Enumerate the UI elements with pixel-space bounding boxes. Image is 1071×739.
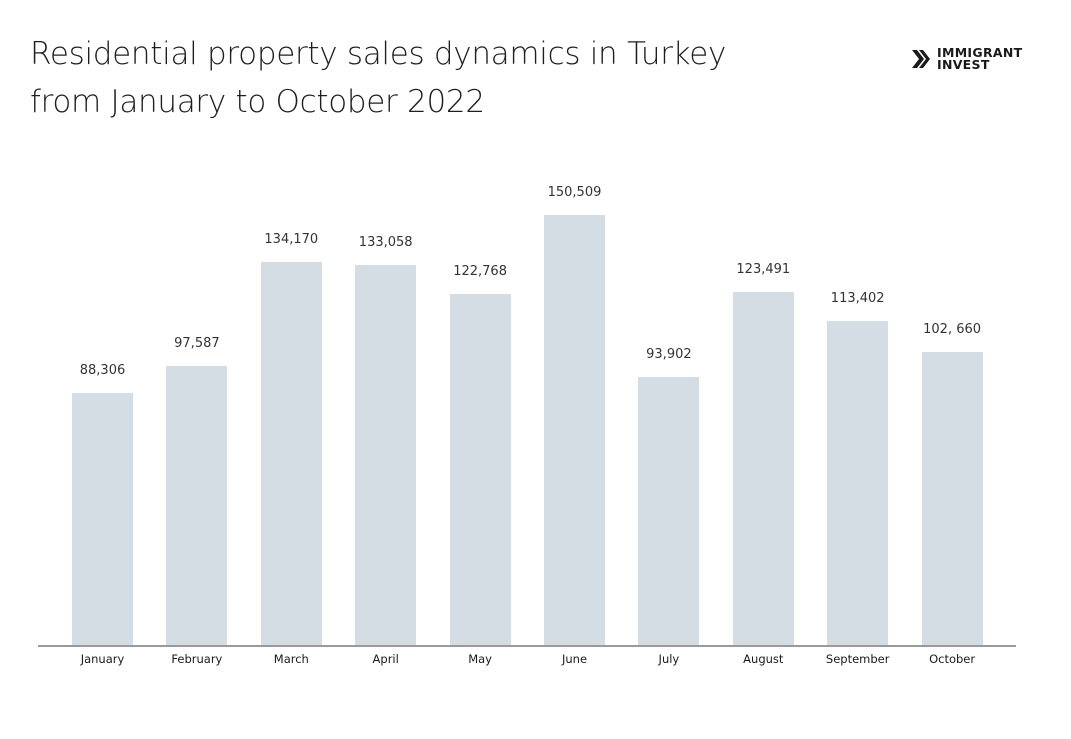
value-label: 122,768 (453, 264, 507, 280)
value-label: 97,587 (174, 336, 220, 352)
bar-january (72, 392, 133, 645)
chart-title: Residential property sales dynamics in T… (30, 30, 726, 126)
value-label: 93,902 (646, 346, 692, 362)
value-label: 150,509 (547, 185, 602, 200)
brand-name-line-2: INVEST (937, 57, 990, 72)
bar-june (544, 215, 605, 645)
bar-july (638, 376, 700, 645)
x-tick-label: August (743, 652, 784, 666)
value-label: 133,058 (358, 234, 413, 250)
x-tick-label: October (929, 652, 976, 666)
x-tick-label: July (658, 652, 680, 666)
bar-april (355, 264, 417, 645)
bar-october (921, 351, 983, 645)
x-tick-label: March (273, 652, 309, 666)
x-axis-line (38, 645, 1016, 647)
value-label: 102, 660 (923, 321, 982, 337)
value-label: 113,402 (830, 291, 885, 306)
value-label: 134,170 (264, 231, 319, 247)
x-tick-label: May (468, 652, 492, 666)
x-tick-label: June (561, 652, 588, 666)
value-label: 123,491 (736, 262, 791, 278)
value-label: 88,306 (79, 362, 126, 378)
x-tick-label: September (825, 652, 890, 666)
double-chevron-right-icon (912, 50, 930, 68)
bar-may (449, 294, 511, 645)
x-tick-label: January (80, 652, 125, 666)
chart-title-line-2: from January to October 2022 (30, 84, 485, 120)
bar-march (260, 261, 322, 645)
brand-name-line-1: IMMIGRANT (937, 45, 1023, 60)
x-tick-label: February (171, 652, 223, 666)
bar-february (166, 366, 228, 645)
x-tick-label: April (372, 652, 399, 666)
bar-september (827, 321, 889, 645)
bar-august (732, 292, 794, 645)
brand-name: IMMIGRANT INVEST (937, 45, 1023, 72)
chart-title-line-1: Residential property sales dynamics in T… (30, 36, 727, 72)
brand-logo: IMMIGRANT INVEST (910, 45, 1023, 72)
